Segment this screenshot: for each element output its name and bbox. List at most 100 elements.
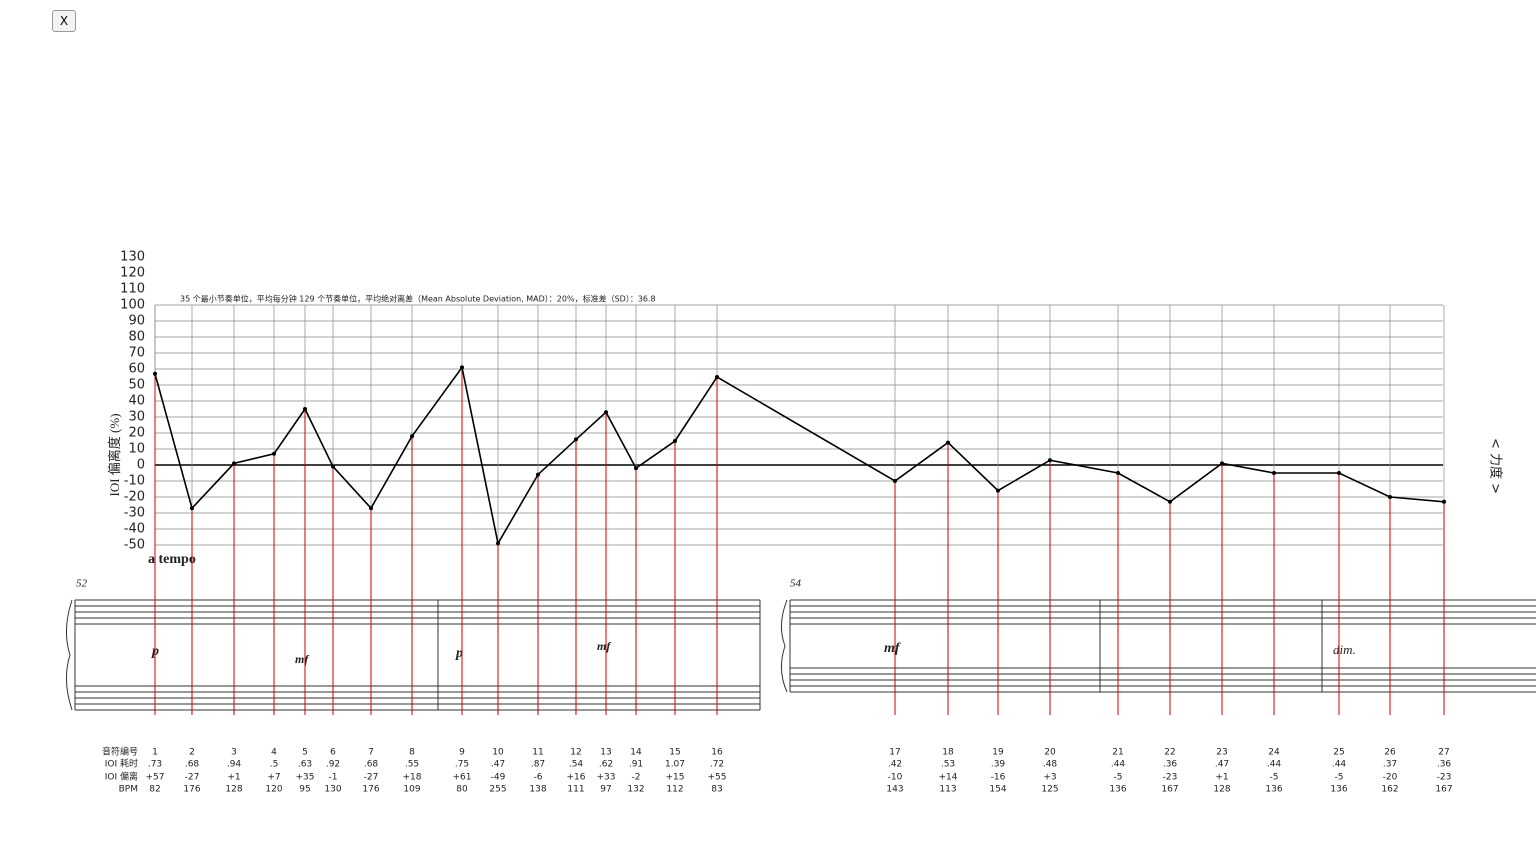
point [272, 451, 276, 456]
y-tick-label: -50 [124, 538, 145, 553]
point [893, 479, 897, 483]
dynamic: mf [295, 652, 309, 666]
table-cell: 138 [529, 785, 546, 795]
point [604, 410, 608, 415]
y2-axis-label: < 力度 > [1488, 438, 1504, 494]
table-cell: .5 [270, 760, 279, 770]
table-cell: 1.07 [665, 760, 685, 770]
table-cell: .68 [364, 760, 379, 770]
table-cell: +35 [296, 773, 315, 783]
table-cell: 109 [403, 785, 420, 795]
table-cell: -20 [1383, 773, 1398, 783]
table-cell: .36 [1163, 760, 1178, 770]
dynamic: dim. [1333, 642, 1356, 657]
table-cell: .44 [1267, 760, 1282, 770]
table-cell: .44 [1332, 760, 1347, 770]
table-cell: 1 [152, 748, 158, 758]
table-cell: +33 [597, 773, 616, 783]
row-header: 音符编号 [102, 746, 138, 758]
table-cell: +16 [567, 773, 586, 783]
dynamic: mf [597, 639, 611, 653]
row-header: IOI 耗时 [105, 758, 138, 770]
table-cell: -5 [1114, 773, 1123, 783]
table-cell: .92 [326, 760, 340, 770]
table-cell: 22 [1164, 748, 1175, 758]
point [190, 506, 194, 511]
y-tick-label: 20 [128, 426, 145, 441]
table-cell: -5 [1270, 773, 1279, 783]
table-cell: +1 [1215, 773, 1228, 783]
point [536, 472, 540, 477]
measure-number: 52 [76, 578, 88, 590]
table-cell: .91 [629, 760, 643, 770]
chart-title: 35 个最小节奏单位，平均每分钟 129 个节奏单位，平均绝对离差（Mean A… [180, 294, 656, 304]
table-cell: +7 [267, 773, 280, 783]
point [1116, 471, 1120, 475]
point [496, 541, 500, 546]
table-cell: 128 [1213, 785, 1230, 795]
table-cell: 11 [532, 748, 543, 758]
table-cell: .47 [491, 760, 505, 770]
close-button[interactable]: X [52, 10, 76, 32]
table-cell: 154 [989, 785, 1006, 795]
table-cell: .87 [531, 760, 545, 770]
y-tick-label: 80 [128, 330, 145, 345]
table-cell: 21 [1112, 748, 1123, 758]
series-line [154, 365, 1445, 546]
table-cell: 167 [1435, 785, 1452, 795]
table-cell: +1 [227, 773, 240, 783]
table-cell: 3 [231, 748, 237, 758]
table-cell: .63 [298, 760, 312, 770]
table-cell: -16 [991, 773, 1006, 783]
point [1220, 461, 1224, 466]
tempo-marking: a tempo [148, 552, 196, 567]
table-cell: 97 [600, 785, 611, 795]
point [369, 506, 373, 511]
row-header: BPM [119, 785, 138, 795]
point [331, 464, 335, 469]
dynamic: mf [884, 641, 901, 656]
table-cell: 4 [271, 748, 277, 758]
table-cell: .44 [1111, 760, 1126, 770]
row-header: IOI 偏离 [105, 771, 138, 783]
y-axis-label: IOI 偏离度 (%) [107, 413, 122, 496]
point [232, 461, 236, 466]
table-cell: 128 [225, 785, 242, 795]
point [1048, 458, 1052, 463]
table-cell: .62 [599, 760, 613, 770]
table-cell: 25 [1333, 748, 1344, 758]
table-cell: 95 [299, 785, 310, 795]
table-cell: 16 [711, 748, 723, 758]
table-cell: 18 [942, 748, 954, 758]
point [460, 365, 464, 370]
point [996, 488, 1000, 493]
table-cell: .39 [991, 760, 1006, 770]
table-cell: .72 [710, 760, 724, 770]
dynamic: p [455, 646, 463, 661]
table-cell: 255 [489, 785, 506, 795]
point [1442, 499, 1446, 504]
table-cell: .37 [1383, 760, 1397, 770]
table-cell: .36 [1437, 760, 1452, 770]
table-cell: 7 [368, 748, 374, 758]
y-tick-label: 10 [128, 442, 145, 457]
y-tick-label: -10 [124, 474, 145, 489]
y-tick-label: 50 [128, 378, 145, 393]
table-cell: -27 [364, 773, 379, 783]
point [303, 407, 307, 411]
table-cell: +3 [1043, 773, 1056, 783]
table-cell: 5 [302, 748, 308, 758]
table-cell: 15 [669, 748, 680, 758]
table-cell: 24 [1268, 748, 1280, 758]
score [66, 599, 1536, 711]
point [1337, 471, 1341, 475]
table-cell: 17 [889, 748, 900, 758]
y-tick-label: -30 [124, 506, 145, 521]
table-cell: 125 [1041, 785, 1058, 795]
table-cell: .75 [455, 760, 469, 770]
table-cell: -6 [534, 773, 543, 783]
table-cell: .68 [185, 760, 200, 770]
y-tick-label: 110 [120, 282, 145, 297]
